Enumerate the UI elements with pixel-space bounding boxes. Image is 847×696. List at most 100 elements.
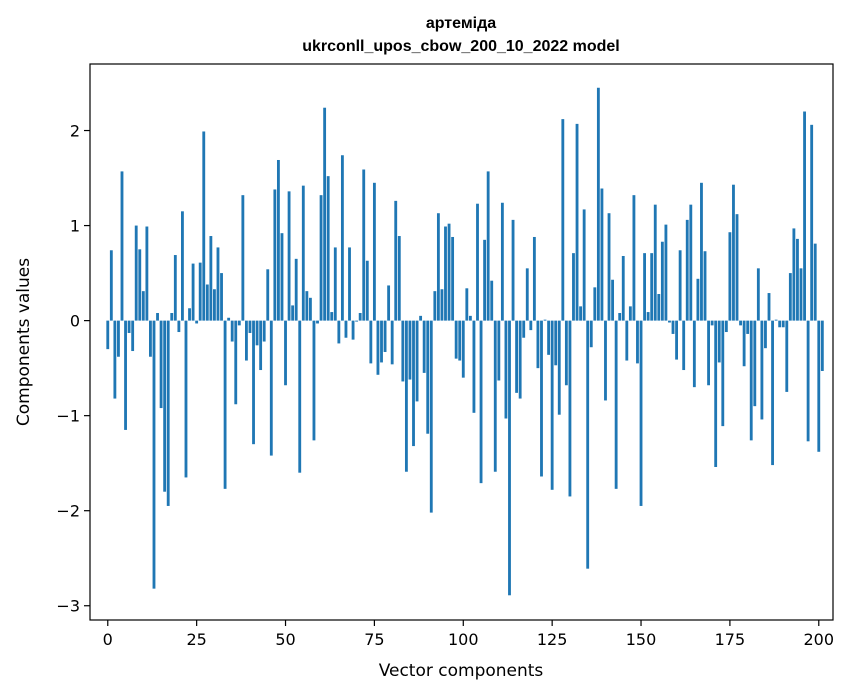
bar-32 — [220, 273, 223, 321]
bar-168 — [703, 251, 707, 321]
bar-176 — [732, 184, 735, 321]
bar-37 — [237, 320, 241, 326]
chart-subtitle: ukrconll_upos_cbow_200_10_2022 model — [302, 38, 619, 55]
bar-92 — [433, 291, 437, 321]
bar-18 — [170, 313, 174, 321]
bar-80 — [390, 320, 394, 365]
bar-45 — [266, 269, 270, 321]
bar-35 — [230, 320, 234, 342]
bar-177 — [735, 214, 739, 321]
bar-145 — [621, 255, 625, 321]
bar-196 — [803, 111, 806, 321]
bar-0 — [106, 320, 110, 350]
bar-16 — [163, 320, 167, 492]
x-tick-label-50: 50 — [275, 630, 295, 649]
bar-73 — [365, 260, 369, 321]
bar-84 — [404, 320, 408, 472]
bar-46 — [269, 320, 273, 456]
bar-163 — [685, 219, 689, 321]
bar-77 — [380, 320, 383, 363]
bar-138 — [596, 87, 600, 321]
bar-173 — [721, 320, 725, 427]
bar-74 — [369, 320, 373, 364]
bar-13 — [152, 320, 156, 589]
bar-126 — [554, 320, 558, 366]
bar-121 — [536, 320, 540, 369]
bar-24 — [191, 263, 195, 321]
bar-195 — [799, 268, 803, 321]
bar-114 — [511, 219, 515, 321]
bar-12 — [149, 320, 152, 357]
y-axis-ticks: −3 −2 −1 0 1 2 — [56, 122, 90, 616]
bar-75 — [372, 182, 376, 321]
bar-129 — [564, 320, 568, 386]
bar-98 — [454, 320, 458, 359]
bar-189 — [778, 320, 782, 328]
bar-174 — [724, 320, 728, 333]
bar-152 — [646, 312, 650, 321]
bar-185 — [764, 320, 767, 349]
bar-14 — [156, 313, 159, 321]
bar-19 — [173, 255, 177, 321]
chart-title: артеміда — [426, 15, 496, 32]
bar-76 — [376, 320, 380, 375]
bar-153 — [650, 253, 654, 321]
bar-110 — [497, 320, 501, 381]
bar-119 — [529, 320, 533, 331]
bar-187 — [771, 320, 774, 466]
bar-42 — [255, 320, 259, 346]
bar-137 — [593, 287, 597, 321]
bar-123 — [543, 319, 547, 321]
bar-122 — [540, 320, 543, 477]
bar-88 — [419, 315, 423, 321]
bar-144 — [618, 313, 622, 321]
plot-frame — [89, 63, 834, 621]
bar-70 — [355, 320, 359, 322]
bar-193 — [792, 228, 796, 321]
x-axis-ticks: 0 25 50 75 100 125 150 175 200 — [103, 620, 834, 649]
bar-72 — [362, 169, 366, 321]
bar-91 — [429, 320, 433, 513]
bar-124 — [547, 320, 551, 355]
bar-167 — [700, 182, 703, 321]
bar-155 — [657, 294, 661, 321]
bar-22 — [184, 320, 188, 478]
bar-82 — [397, 236, 401, 321]
bar-34 — [227, 317, 231, 321]
bar-160 — [675, 320, 678, 360]
bar-9 — [138, 249, 142, 321]
bar-6 — [127, 320, 131, 333]
bar-54 — [298, 320, 302, 473]
bar-115 — [515, 320, 519, 393]
bar-25 — [195, 320, 199, 324]
x-axis-label: Vector components — [379, 661, 544, 681]
x-tick-label-150: 150 — [626, 630, 657, 649]
bar-132 — [575, 123, 579, 321]
bar-170 — [710, 320, 714, 326]
x-tick-label-0: 0 — [103, 630, 113, 649]
bar-87 — [415, 320, 419, 402]
bar-69 — [351, 320, 355, 340]
bar-64 — [333, 247, 337, 321]
bar-99 — [458, 320, 462, 361]
bar-154 — [653, 204, 657, 321]
bar-190 — [781, 320, 785, 328]
bar-31 — [216, 247, 220, 321]
bar-63 — [330, 312, 334, 321]
bar-3 — [117, 320, 120, 357]
bar-130 — [568, 320, 572, 497]
bar-95 — [444, 226, 447, 321]
y-tick-label--3: −3 — [56, 597, 80, 616]
bar-62 — [326, 176, 330, 321]
bar-151 — [643, 253, 646, 321]
bar-47 — [273, 189, 277, 321]
bars-group — [106, 87, 824, 596]
bar-39 — [245, 320, 248, 361]
bar-2 — [113, 320, 117, 399]
bar-7 — [131, 320, 135, 352]
bar-85 — [408, 320, 412, 380]
bar-159 — [671, 320, 675, 334]
x-tick-label-125: 125 — [537, 630, 568, 649]
bar-108 — [490, 280, 494, 321]
bar-180 — [746, 320, 750, 334]
